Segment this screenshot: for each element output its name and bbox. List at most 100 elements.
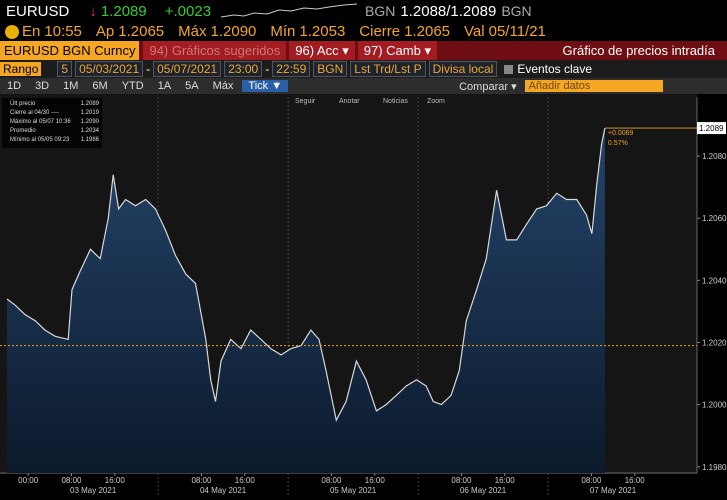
y-tick-label: 1.2040	[702, 276, 727, 285]
percent-label: 0.57%	[608, 140, 628, 147]
x-tick-label: 08:00	[61, 476, 82, 485]
chart: 03 May 2021 04 May 2021 05 May 2021 06 May …	[0, 94, 727, 495]
sparkline	[220, 3, 358, 18]
stat-value: 1.2053	[299, 23, 346, 40]
stat-value: 1.2065	[404, 23, 451, 40]
x-tick-label: 16:00	[625, 476, 646, 485]
stat-value: 05/11/21	[488, 23, 546, 40]
legend-value: 1.2089	[81, 101, 100, 107]
tick-button[interactable]: Tick ▼	[242, 80, 289, 92]
legend-box	[2, 98, 102, 148]
date-label: 05 May 2021	[330, 486, 377, 495]
price-area	[7, 128, 605, 473]
stat-label: Mín	[270, 23, 296, 40]
stat-value: 1.2065	[118, 23, 165, 40]
source[interactable]: BGN	[313, 61, 348, 77]
x-tick-label: 16:00	[235, 476, 256, 485]
y-tick-label: 1.1980	[702, 463, 727, 472]
change-label: +0.0069	[608, 130, 634, 137]
range-bar: Rango 5 05/03/2021 - 05/07/2021 23:00 - …	[0, 60, 727, 78]
date-label: 07 May 2021	[590, 486, 637, 495]
end-time[interactable]: 22:59	[272, 61, 311, 77]
start-time[interactable]: 23:00	[224, 61, 263, 77]
checkbox[interactable]	[504, 64, 514, 74]
x-tick-label: 16:00	[495, 476, 516, 485]
page-title: Gráfico de precios intradía	[562, 43, 715, 58]
period-button[interactable]: 1A	[157, 80, 172, 92]
chart-tool[interactable]: Zoom	[427, 98, 445, 105]
events[interactable]: Eventos clave	[517, 62, 593, 76]
x-tick-label: 00:00	[18, 476, 39, 485]
chart-tool[interactable]: Noticias	[383, 98, 408, 105]
period-button[interactable]: 6M	[92, 80, 108, 92]
y-tick-label: 1.2000	[702, 401, 727, 410]
legend-value: 1.2090	[81, 119, 100, 125]
y-tick-label: 1.2060	[702, 214, 727, 223]
x-tick-label: 16:00	[365, 476, 386, 485]
last-label-box	[697, 122, 726, 135]
x-tick-label: 08:00	[191, 476, 212, 485]
stats-bar: En 10:55 Ap 1.2065 Máx 1.2090 Mín 1.2053 Cierre 1…	[0, 22, 727, 41]
range-count[interactable]: 5	[57, 61, 73, 77]
bid-ask: 1.2088/1.2089	[400, 2, 497, 20]
currency[interactable]: Divisa local	[428, 61, 498, 77]
compare-button[interactable]: Comparar ▾	[459, 80, 517, 93]
end-date[interactable]: 05/07/2021	[153, 61, 222, 77]
button[interactable]: 97) Camb ▾	[357, 41, 437, 60]
stat-value: 1.2090	[210, 23, 257, 40]
legend-value: 1.2019	[81, 110, 100, 116]
period-button[interactable]: 1D	[7, 80, 22, 92]
period-button[interactable]: 1M	[63, 80, 79, 92]
stat-label: Máx	[178, 23, 207, 40]
x-tick-label: 08:00	[321, 476, 342, 485]
dash: -	[265, 62, 270, 76]
date-label: 06 May 2021	[460, 486, 507, 495]
bid-source: BGN	[365, 3, 396, 19]
period-button[interactable]: 3D	[35, 80, 50, 92]
x-tick-label: 16:00	[105, 476, 126, 485]
stat-value: 10:55	[44, 23, 82, 40]
stat-label: Val	[464, 23, 485, 40]
y-tick-label: 1.2080	[702, 152, 727, 161]
arrow: ↓	[89, 2, 97, 20]
ticker: EURUSD	[6, 2, 70, 20]
field[interactable]: Lst Trd/Lst P	[350, 61, 426, 77]
legend-value: 1.1986	[81, 137, 100, 143]
range-label: Rango	[0, 62, 42, 76]
period-button[interactable]: 5A	[185, 80, 199, 92]
period-bar: 1D 3D 1M 6M YTD 1A 5A Máx Tick ▼ Comparar ▾ Añadir…	[0, 78, 727, 94]
stat-label: Ap	[95, 23, 115, 40]
change: +.0023	[164, 2, 212, 20]
quote-bar: EURUSD ↓ 1.2089 +.0023 BGN 1.2088/1.2089…	[0, 0, 727, 22]
legend-label: Promedio	[10, 128, 36, 134]
security[interactable]: EURUSD BGN Curncy	[0, 41, 140, 60]
ask-source: BGN	[501, 3, 532, 19]
period-button[interactable]: YTD	[121, 80, 144, 92]
legend-label: Mínimo al 05/05 09:23	[10, 137, 70, 143]
x-tick-label: 08:00	[451, 476, 472, 485]
stat-label: En	[22, 23, 41, 40]
period-button[interactable]: Máx	[212, 80, 234, 92]
dash: -	[146, 62, 151, 76]
legend-value: 1.2034	[81, 128, 100, 134]
date-label: 04 May 2021	[200, 486, 247, 495]
toolbar: EURUSD BGN Curncy 94) Gráficos sugeridos…	[0, 41, 727, 60]
stat-label: Cierre	[359, 23, 401, 40]
chart-tool[interactable]: Anotar	[339, 98, 360, 105]
y-tick-label: 1.2020	[702, 338, 727, 347]
chart-tool[interactable]: Seguir	[295, 98, 316, 105]
last-label: 1.2089	[699, 124, 724, 133]
price-line	[6, 127, 606, 422]
legend-label: Máximo al 05/07 10:36	[10, 119, 71, 125]
function-icon[interactable]	[5, 24, 19, 39]
x-tick-label: 08:00	[581, 476, 602, 485]
legend-label: Cierre al 04/30 ----	[10, 110, 59, 116]
button[interactable]: 96) Acc ▾	[289, 41, 355, 60]
button[interactable]: 94) Gráficos sugeridos	[143, 41, 287, 60]
add-data[interactable]: Añadir datos	[524, 80, 663, 92]
start-date[interactable]: 05/03/2021	[75, 61, 144, 77]
last-price: 1.2089	[100, 2, 147, 20]
date-label: 03 May 2021	[70, 486, 117, 495]
legend-label: Últ precio	[10, 100, 36, 107]
